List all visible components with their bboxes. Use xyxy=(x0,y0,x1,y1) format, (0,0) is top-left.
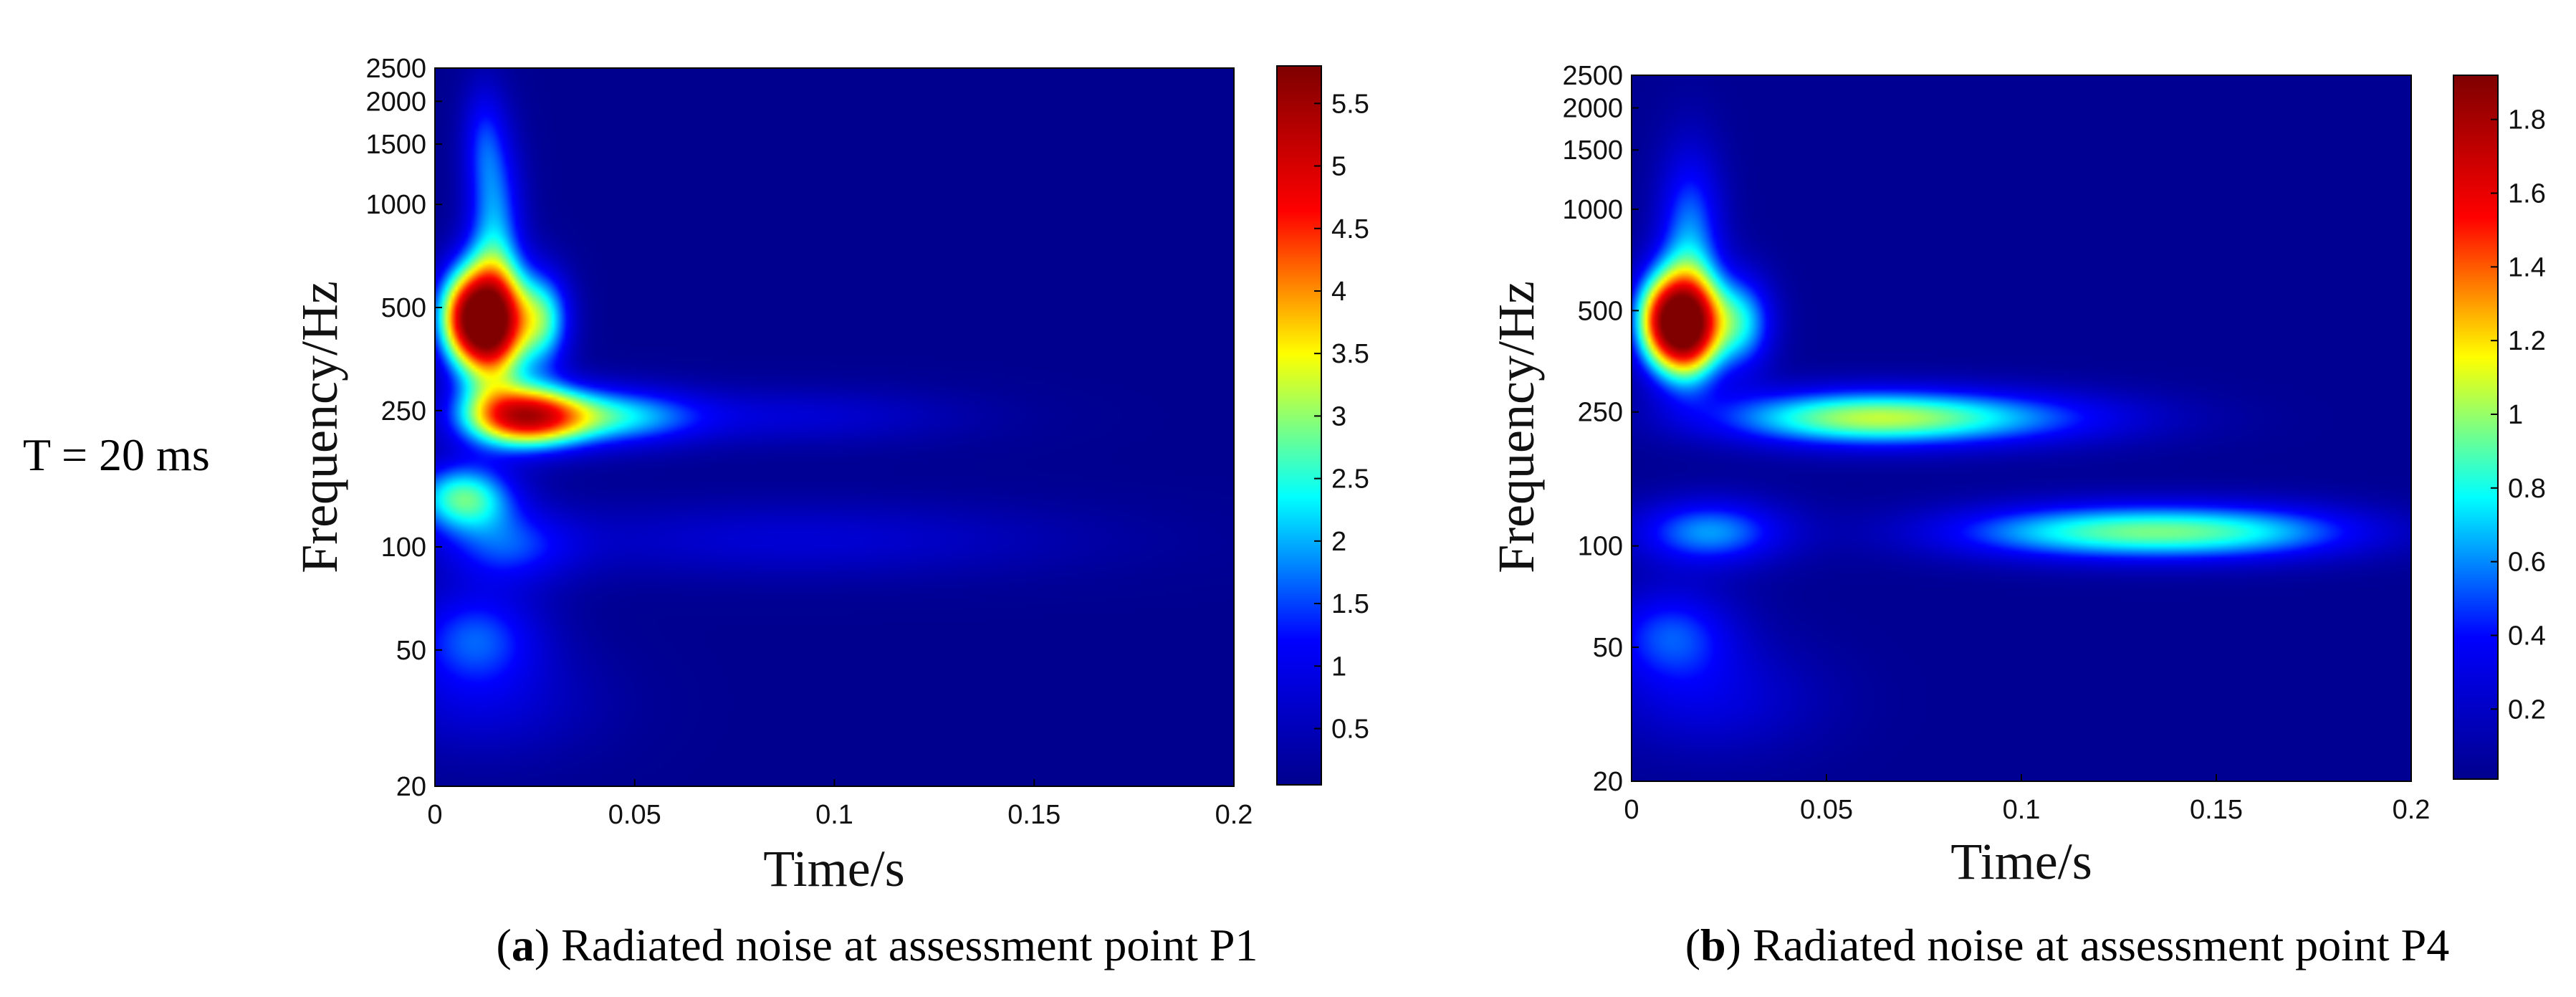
y-tick-label: 500 xyxy=(381,293,426,323)
x-ticks-a: 0 0.05 0.1 0.15 0.2 xyxy=(427,779,1253,830)
x-axis-title-a: Time/s xyxy=(763,840,904,897)
y-tick-label: 2000 xyxy=(365,87,426,117)
x-tick-label: 0.05 xyxy=(1800,795,1853,825)
y-tick-label: 500 xyxy=(1578,296,1623,326)
x-tick-label: 0 xyxy=(1624,795,1639,825)
colorbar-ticks-a: 0.5 1 1.5 2 2.5 3 3.5 4 4.5 5 5.5 xyxy=(1314,89,1369,745)
y-tick-label: 100 xyxy=(1578,532,1623,562)
caption-text-a: ) Radiated noise at assessment point P1 xyxy=(535,920,1258,970)
colorbar-frame-b xyxy=(2453,75,2499,780)
y-tick-label: 100 xyxy=(381,533,426,563)
colorbar-tick-label: 1.4 xyxy=(2508,252,2546,282)
y-tick-label: 1500 xyxy=(1562,135,1623,166)
x-tick-label: 0.15 xyxy=(1007,800,1060,830)
y-tick-label: 20 xyxy=(396,772,426,802)
x-tick-label: 0.15 xyxy=(2190,795,2243,825)
colorbar-frame-a xyxy=(1276,65,1322,786)
caption-letter-b: b xyxy=(1700,920,1726,970)
y-tick-label: 1000 xyxy=(365,190,426,220)
y-tick-label: 250 xyxy=(381,396,426,426)
colorbar-tick-label: 0.5 xyxy=(1331,715,1369,745)
y-tick-label: 250 xyxy=(1578,398,1623,428)
colorbar-tick-label: 1.5 xyxy=(1331,589,1369,619)
caption-b: (b) Radiated noise at assessment point P… xyxy=(1685,920,2450,970)
caption-letter-a: a xyxy=(512,920,535,970)
colorbar-ticks-b: 0.2 0.4 0.6 0.8 1 1.2 1.4 1.6 1.8 xyxy=(2491,105,2546,725)
y-axis-title-b: Frequency/Hz xyxy=(1488,281,1545,573)
colorbar-tick-label: 4 xyxy=(1331,277,1346,307)
caption-text-b: ) Radiated noise at assessment point P4 xyxy=(1726,920,2450,970)
x-tick-label: 0.1 xyxy=(2003,795,2041,825)
x-tick-label: 0.2 xyxy=(1215,800,1253,830)
colorbar-a xyxy=(1277,66,1321,785)
y-tick-label: 20 xyxy=(1593,767,1623,797)
x-tick-label: 0.1 xyxy=(815,800,853,830)
colorbar-tick-label: 5 xyxy=(1331,152,1346,182)
x-ticks-b: 0 0.05 0.1 0.15 0.2 xyxy=(1624,774,2430,825)
colorbar-tick-label: 4.5 xyxy=(1331,214,1369,244)
x-tick-label: 0 xyxy=(427,800,442,830)
colorbar-tick-label: 1 xyxy=(2508,400,2523,430)
colorbar-tick-label: 1.2 xyxy=(2508,326,2546,356)
spectrogram-a xyxy=(435,68,1234,786)
x-tick-label: 0.2 xyxy=(2393,795,2431,825)
colorbar-tick-label: 1 xyxy=(1331,652,1346,682)
colorbar-tick-label: 0.6 xyxy=(2508,548,2546,578)
y-tick-label: 2500 xyxy=(365,54,426,84)
colorbar-tick-label: 0.8 xyxy=(2508,474,2546,504)
colorbar-b xyxy=(2453,75,2498,779)
colorbar-tick-label: 0.4 xyxy=(2508,621,2546,651)
colorbar-tick-label: 2.5 xyxy=(1331,464,1369,495)
colorbar-tick-label: 2 xyxy=(1331,527,1346,557)
y-tick-label: 2500 xyxy=(1562,61,1623,91)
colorbar-tick-label: 5.5 xyxy=(1331,89,1369,119)
colorbar-tick-label: 1.6 xyxy=(2508,179,2546,209)
colorbar-tick-label: 3.5 xyxy=(1331,339,1369,369)
x-axis-title-b: Time/s xyxy=(1950,833,2092,890)
caption-a: (a) Radiated noise at assessment point P… xyxy=(497,920,1258,970)
row-label: T = 20 ms xyxy=(23,429,210,480)
x-tick-label: 0.05 xyxy=(608,800,661,830)
colorbar-tick-label: 0.2 xyxy=(2508,695,2546,725)
colorbar-tick-label: 1.8 xyxy=(2508,105,2546,135)
y-tick-label: 2000 xyxy=(1562,94,1623,124)
colorbar-tick-label: 3 xyxy=(1331,401,1346,431)
y-tick-label: 50 xyxy=(1593,633,1623,663)
y-axis-title-a: Frequency/Hz xyxy=(291,281,348,573)
y-tick-label: 1500 xyxy=(365,130,426,160)
y-tick-label: 50 xyxy=(396,636,426,666)
y-tick-label: 1000 xyxy=(1562,195,1623,225)
spectrogram-b xyxy=(1632,75,2411,781)
